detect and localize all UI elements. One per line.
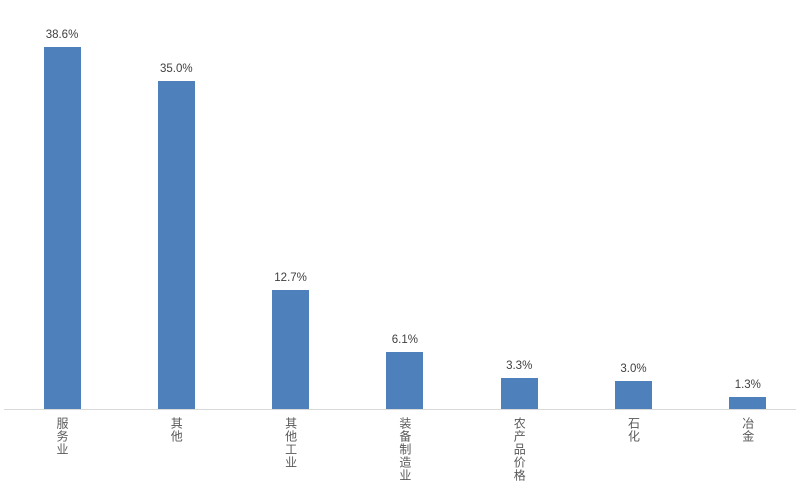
category-label: 农产品价格 (512, 417, 527, 482)
category-label: 冶金 (740, 417, 755, 443)
bar-value-label: 12.7% (274, 272, 307, 284)
bar-value-label: 6.1% (391, 334, 418, 346)
category-label: 装备制造业 (397, 417, 412, 482)
bar-value-label: 35.0% (159, 63, 193, 75)
category-label: 服务业 (55, 417, 69, 456)
category-label: 其他 (169, 417, 184, 443)
bar (615, 381, 652, 409)
x-axis-line (4, 409, 796, 410)
bar-value-label: 1.3% (734, 379, 761, 391)
bar (500, 378, 538, 409)
bar (729, 397, 767, 409)
bar-value-label: 3.0% (620, 363, 647, 375)
bar (386, 352, 424, 409)
bar (157, 81, 195, 409)
bar (43, 47, 81, 409)
category-label: 其他工业 (283, 417, 298, 469)
bar (272, 290, 310, 409)
category-label: 石化 (626, 417, 641, 443)
bar-value-label: 3.3% (506, 360, 533, 372)
bar-value-label: 38.6% (45, 29, 79, 41)
